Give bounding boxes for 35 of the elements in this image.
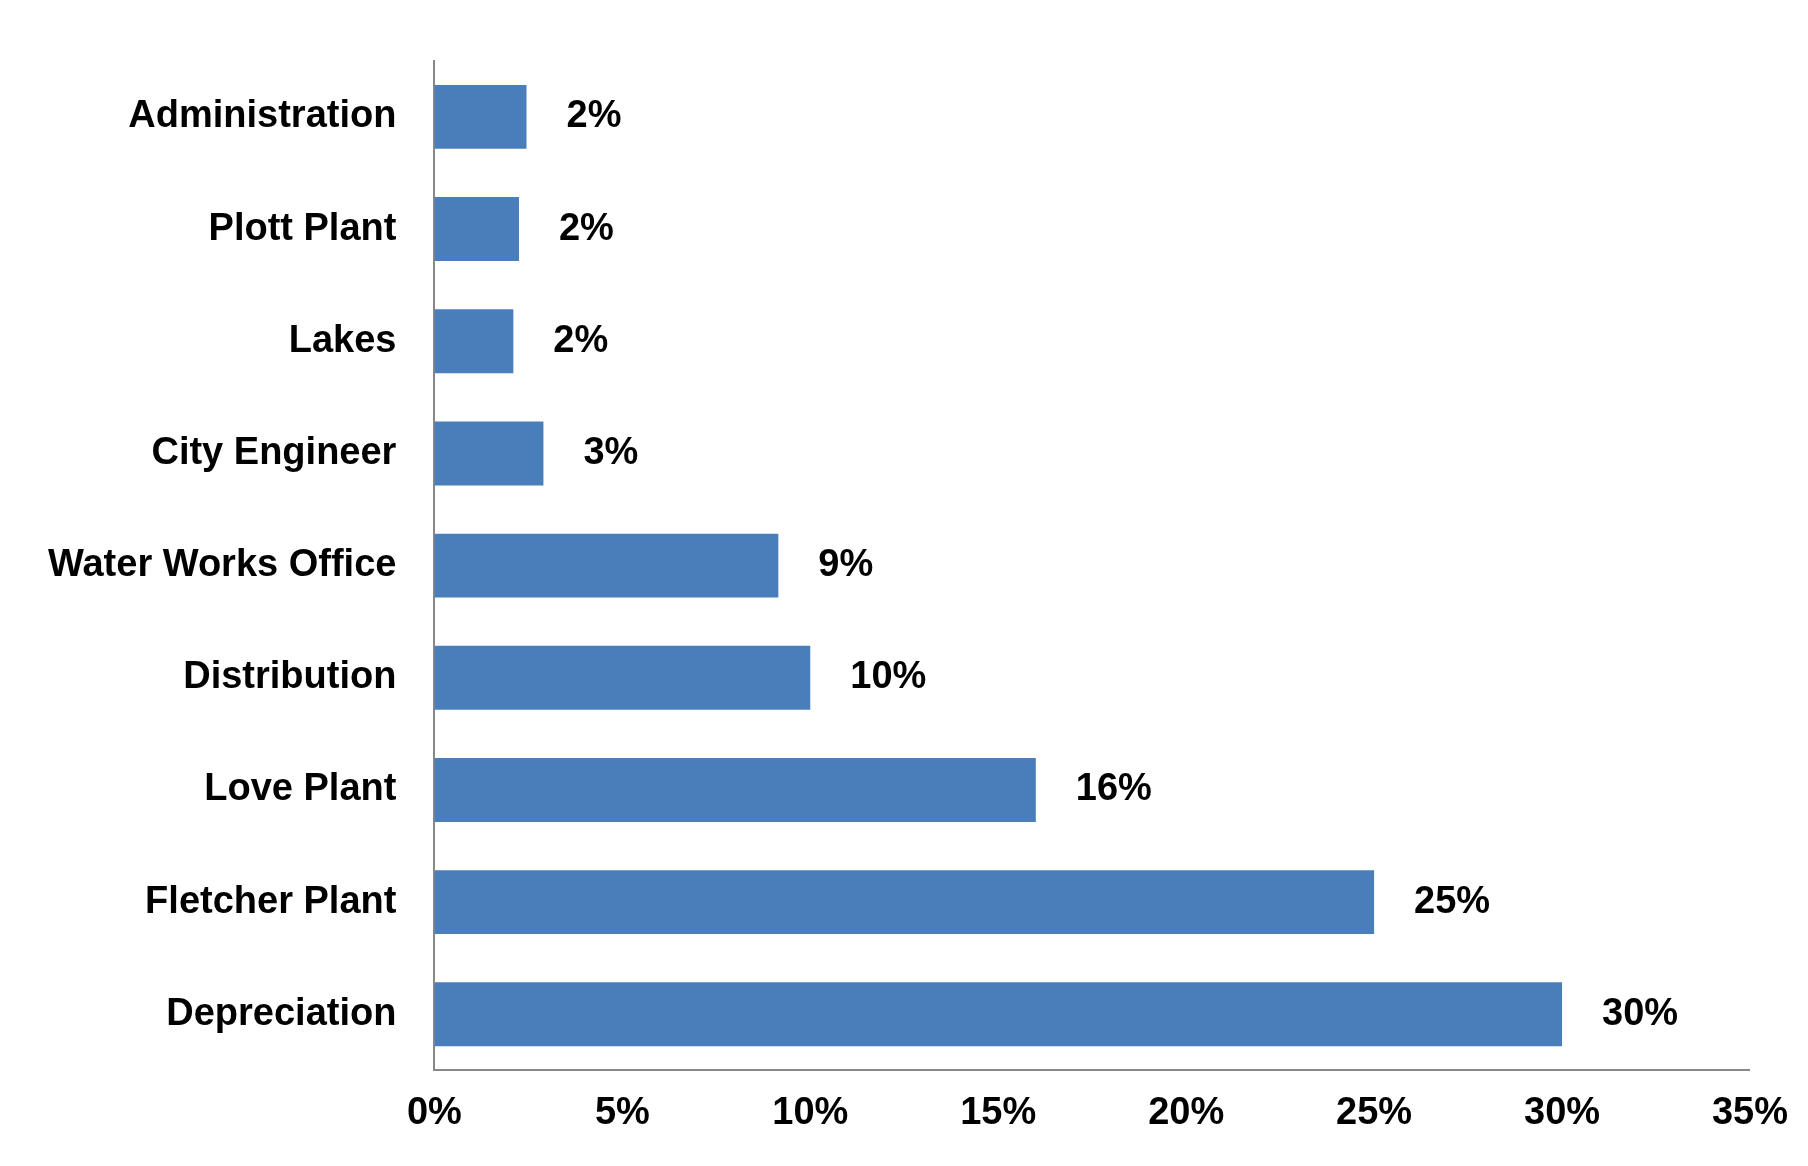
bar (434, 757, 1036, 822)
y-tick-label: Depreciation (166, 990, 397, 1033)
data-label: 9% (818, 542, 874, 585)
bar (434, 309, 514, 374)
bar (434, 421, 544, 486)
x-tick-label: 35% (1711, 1089, 1788, 1132)
bar (434, 84, 527, 149)
data-label: 3% (583, 429, 639, 472)
bar (434, 197, 519, 262)
x-tick-label: 20% (1148, 1089, 1225, 1132)
bar (434, 870, 1375, 935)
data-label: 2% (566, 93, 622, 136)
bar (434, 533, 779, 598)
data-label: 16% (1075, 766, 1152, 809)
x-tick-label: 5% (594, 1089, 650, 1132)
data-label: 30% (1602, 990, 1679, 1033)
y-tick-label: Administration (128, 93, 397, 136)
y-tick-label: Lakes (288, 317, 397, 360)
x-tick-label: 30% (1524, 1089, 1601, 1132)
x-tick-label: 10% (772, 1089, 849, 1132)
data-label: 2% (553, 317, 609, 360)
x-tick-label: 15% (960, 1089, 1037, 1132)
data-label: 25% (1414, 878, 1491, 921)
bar (434, 645, 811, 710)
data-label: 10% (850, 654, 927, 697)
y-tick-label: Love Plant (204, 766, 397, 809)
y-tick-label: Distribution (183, 654, 397, 697)
bar (434, 982, 1563, 1047)
x-tick-label: 25% (1336, 1089, 1413, 1132)
y-tick-label: City Engineer (151, 429, 397, 472)
x-tick-label: 0% (406, 1089, 462, 1132)
data-label: 2% (558, 205, 614, 248)
y-tick-label: Fletcher Plant (145, 878, 397, 921)
y-tick-label: Water Works Office (48, 542, 397, 585)
y-tick-label: Plott Plant (208, 205, 397, 248)
